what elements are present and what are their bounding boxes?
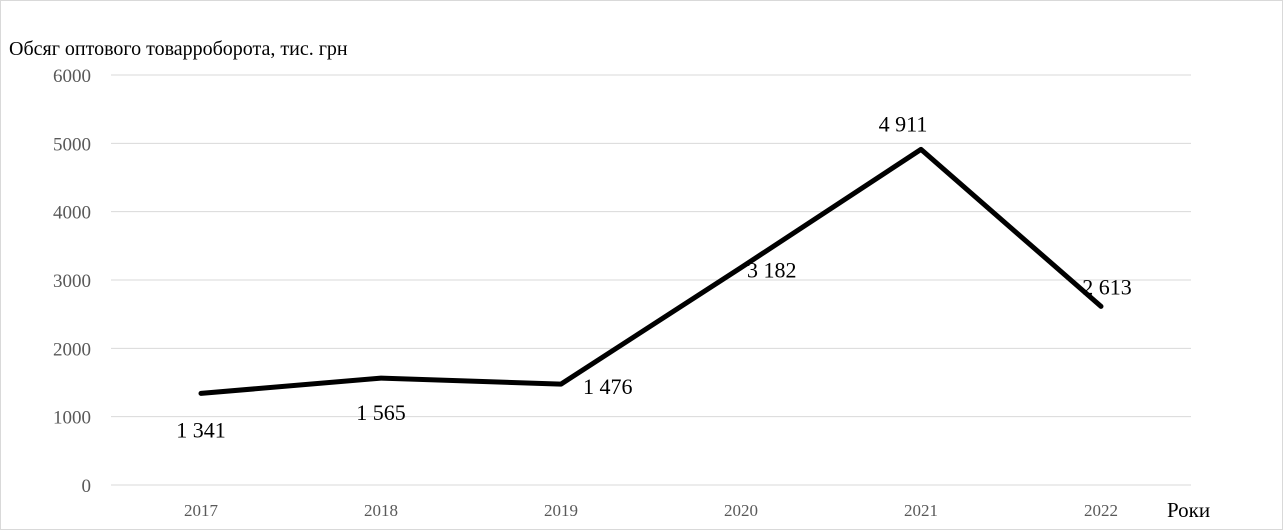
data-label: 4 911 <box>879 111 928 136</box>
data-label: 1 476 <box>583 374 633 399</box>
y-tick-label: 1000 <box>53 408 91 429</box>
x-axis-title: Роки <box>1167 498 1210 522</box>
x-tick-label: 2018 <box>364 501 398 520</box>
x-tick-label: 2021 <box>904 501 938 520</box>
x-tick-label: 2022 <box>1084 501 1118 520</box>
x-tick-label: 2020 <box>724 501 758 520</box>
y-tick-label: 0 <box>82 476 92 497</box>
y-tick-label: 5000 <box>53 134 91 155</box>
y-tick-label: 4000 <box>53 203 91 224</box>
series-line <box>198 146 1104 396</box>
x-tick-label: 2017 <box>184 501 219 520</box>
x-tick-label: 2019 <box>544 501 578 520</box>
y-tick-label: 6000 <box>53 66 91 87</box>
data-labels: 1 341 1 565 1 476 3 182 4 911 2 613 <box>176 111 1132 442</box>
y-axis-title: Обсяг оптового товарроборота, тис. грн <box>9 38 348 60</box>
data-label: 2 613 <box>1082 274 1132 299</box>
data-label: 1 341 <box>176 417 226 442</box>
y-tick-label: 3000 <box>53 271 91 292</box>
gridlines <box>111 74 1191 486</box>
y-tick-label: 2000 <box>53 339 91 360</box>
x-axis-ticks: 2017 2018 2019 2020 2021 2022 <box>184 501 1118 520</box>
data-label: 1 565 <box>356 400 406 425</box>
data-label: 3 182 <box>747 258 797 283</box>
y-axis-ticks: 0 1000 2000 3000 4000 5000 6000 <box>53 66 91 497</box>
